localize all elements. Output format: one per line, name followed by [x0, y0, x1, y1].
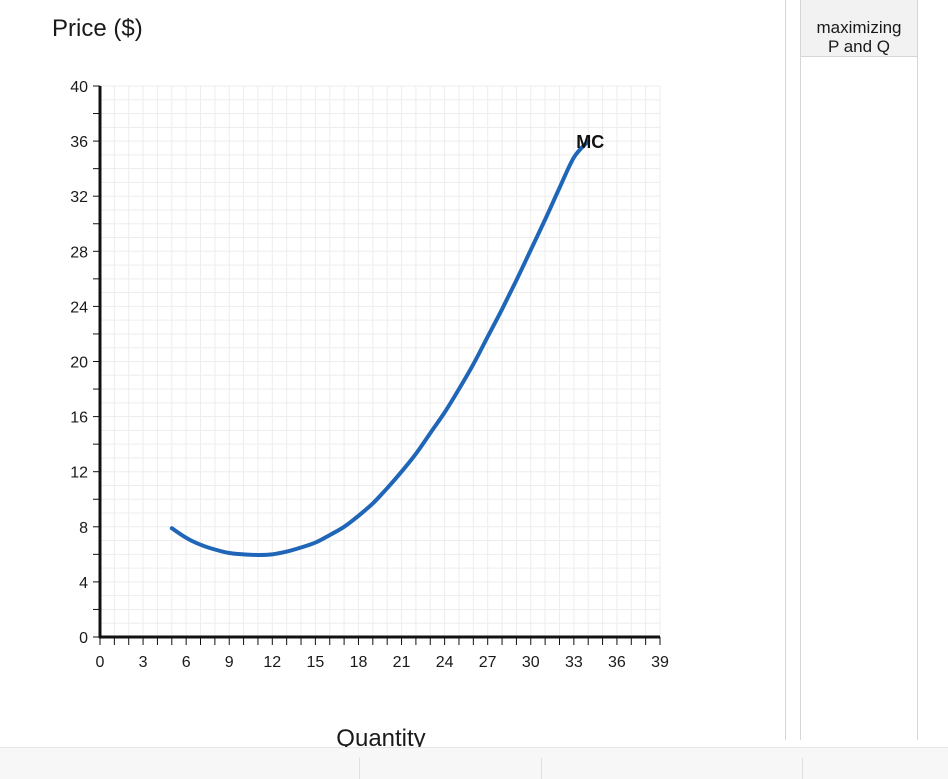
x-tick-label: 21	[393, 654, 411, 671]
side-header-line2: P and Q	[827, 37, 891, 56]
y-tick-label: 40	[70, 79, 88, 96]
x-tick-label: 30	[522, 654, 540, 671]
y-tick-label: 24	[70, 299, 88, 316]
x-tick-label: 0	[96, 654, 105, 671]
footer-divider	[359, 758, 360, 779]
footer-divider	[802, 758, 803, 779]
y-tick-label: 4	[79, 575, 88, 592]
x-tick-label: 3	[139, 654, 148, 671]
footer-divider	[541, 758, 542, 779]
y-tick-label: 36	[70, 134, 88, 151]
y-axis-title: Price ($)	[52, 15, 143, 42]
y-tick-label: 32	[70, 189, 88, 206]
mc-curve-label: MC	[576, 132, 604, 152]
x-tick-label: 18	[350, 654, 368, 671]
side-panel-header: maximizing P and Q	[801, 0, 917, 57]
y-tick-label: 12	[70, 465, 88, 482]
side-header-line1: maximizing	[816, 18, 902, 37]
x-tick-label: 6	[182, 654, 191, 671]
y-tick-label: 28	[70, 244, 88, 261]
x-tick-label: 27	[479, 654, 497, 671]
axes	[93, 85, 661, 645]
side-panel: maximizing P and Q	[800, 0, 918, 740]
series-layer: MC	[169, 132, 604, 558]
x-tick-label: 24	[436, 654, 454, 671]
y-tick-label: 8	[79, 520, 88, 537]
grid	[100, 85, 661, 637]
y-tick-label: 16	[70, 410, 88, 427]
x-tick-label: 9	[225, 654, 234, 671]
x-tick-label: 12	[263, 654, 281, 671]
divider-line	[785, 0, 786, 740]
mc-curve	[169, 139, 591, 558]
x-tick-label: 33	[565, 654, 583, 671]
x-tick-label: 15	[306, 654, 324, 671]
y-tick-label: 0	[79, 630, 88, 647]
footer-bar	[0, 747, 948, 779]
x-tick-label: 36	[608, 654, 626, 671]
y-tick-label: 20	[70, 355, 88, 372]
x-tick-label: 39	[651, 654, 669, 671]
